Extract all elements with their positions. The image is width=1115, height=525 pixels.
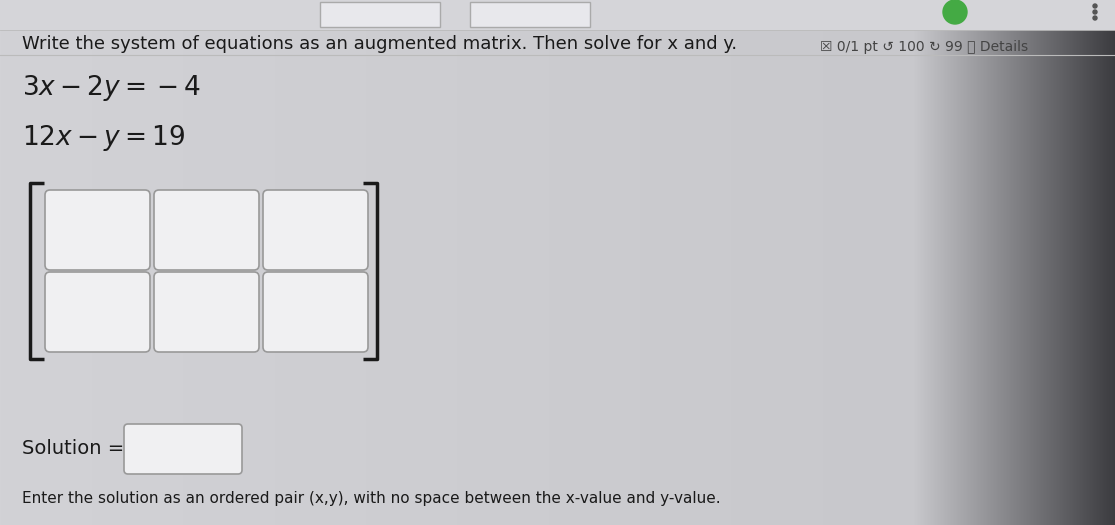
- Circle shape: [943, 0, 967, 24]
- FancyBboxPatch shape: [154, 272, 259, 352]
- Text: ☒ 0/1 pt ↺ 100 ↻ 99 ⓘ Details: ☒ 0/1 pt ↺ 100 ↻ 99 ⓘ Details: [820, 40, 1028, 54]
- Text: Enter the solution as an ordered pair (x,y), with no space between the x-value a: Enter the solution as an ordered pair (x…: [22, 490, 720, 506]
- FancyBboxPatch shape: [124, 424, 242, 474]
- Circle shape: [1093, 10, 1097, 14]
- Text: $3x - 2y = -4$: $3x - 2y = -4$: [22, 73, 201, 103]
- Text: Write the system of equations as an augmented matrix. Then solve for x and y.: Write the system of equations as an augm…: [22, 35, 737, 53]
- FancyBboxPatch shape: [45, 272, 151, 352]
- Bar: [471, 2, 590, 27]
- Circle shape: [1093, 4, 1097, 8]
- FancyBboxPatch shape: [45, 190, 151, 270]
- Circle shape: [1093, 16, 1097, 20]
- FancyBboxPatch shape: [154, 190, 259, 270]
- Bar: [320, 2, 440, 27]
- Text: $12x - y = 19$: $12x - y = 19$: [22, 123, 185, 153]
- FancyBboxPatch shape: [263, 190, 368, 270]
- FancyBboxPatch shape: [263, 272, 368, 352]
- Text: Solution =: Solution =: [22, 439, 124, 458]
- Bar: [0, 0, 1115, 30]
